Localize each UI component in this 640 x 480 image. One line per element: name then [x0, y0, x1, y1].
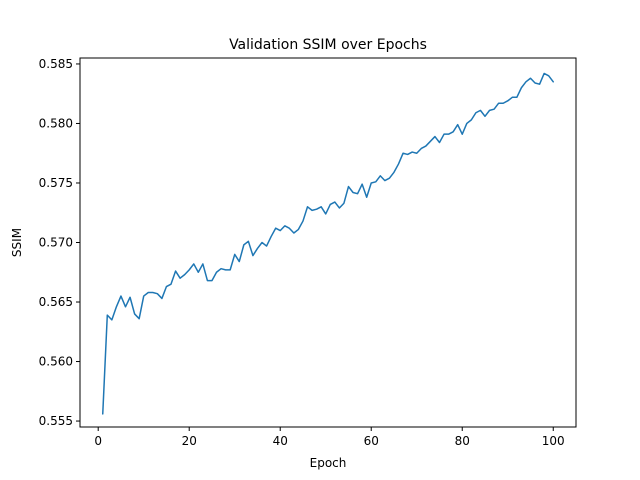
y-tick-label: 0.570	[39, 236, 73, 250]
x-tick-label: 60	[364, 434, 379, 448]
x-tick-label: 40	[273, 434, 288, 448]
x-tick-label: 20	[182, 434, 197, 448]
plot-area	[102, 72, 554, 415]
y-tick-label: 0.560	[39, 355, 73, 369]
x-tick-label: 0	[94, 434, 102, 448]
x-tick-label: 100	[542, 434, 565, 448]
x-tick-label: 80	[455, 434, 470, 448]
series-line	[102, 72, 554, 415]
y-tick-label: 0.580	[39, 116, 73, 130]
y-tick-label: 0.555	[39, 414, 73, 428]
chart-title: Validation SSIM over Epochs	[229, 37, 427, 53]
axis-ticks: 0 20 40 60 80 100 0.555 0.560 0.565 0.570 0.575 0.5…	[39, 57, 565, 448]
y-tick-label: 0.565	[39, 295, 73, 309]
y-tick-label: 0.575	[39, 176, 73, 190]
axes-frame	[79, 57, 577, 428]
y-tick-label: 0.585	[39, 57, 73, 71]
y-axis-label: SSIM	[10, 228, 24, 257]
x-axis-label: Epoch	[310, 456, 347, 470]
